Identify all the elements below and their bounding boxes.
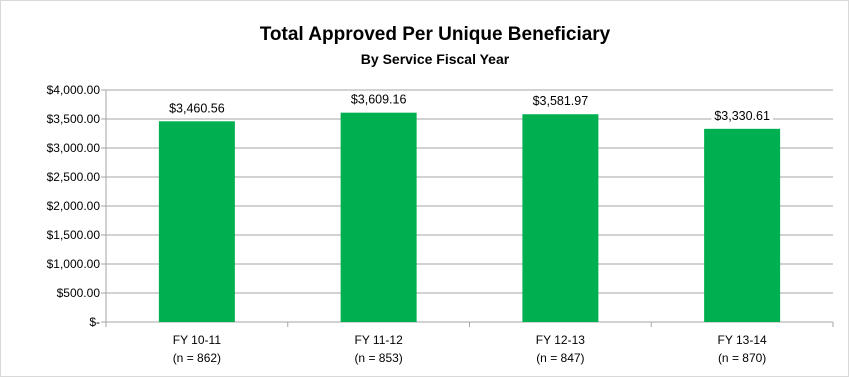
y-tick-label: $-: [89, 315, 100, 329]
y-tick-label: $1,000.00: [47, 257, 101, 271]
bar: [522, 114, 599, 322]
y-tick-label: $1,500.00: [47, 228, 101, 242]
data-label-background: [529, 93, 592, 110]
data-label: $3,609.16: [351, 93, 407, 107]
x-tick-label: FY 13-14: [718, 333, 767, 347]
x-tick-label: FY 12-13: [536, 333, 585, 347]
bar: [704, 128, 781, 322]
data-label: $3,460.56: [169, 101, 225, 115]
x-tick-label: FY 11-12: [354, 333, 403, 347]
y-tick-label: $2,000.00: [47, 199, 101, 213]
bar: [340, 112, 417, 322]
data-label-background: [347, 91, 410, 108]
plot-area: $- $500.00 $1,000.00 $1,500.00 $2,000.00 $2,5…: [47, 83, 834, 365]
x-tick-sublabel: (n = 862): [173, 351, 221, 365]
y-tick-label: $500.00: [57, 286, 101, 300]
x-tick-label: FY 10-11: [173, 333, 222, 347]
data-label-background: [711, 107, 773, 124]
data-label: $3,330.61: [714, 109, 770, 123]
y-tick-label: $2,500.00: [47, 170, 101, 184]
data-label: $3,581.97: [533, 94, 589, 108]
y-tick-label: $3,500.00: [47, 112, 101, 126]
x-tick-sublabel: (n = 847): [536, 351, 584, 365]
y-tick-label: $3,000.00: [47, 141, 101, 155]
data-label-background: [166, 100, 228, 117]
x-tick-sublabel: (n = 853): [354, 351, 402, 365]
bar: [158, 121, 235, 322]
chart-subtitle: By Service Fiscal Year: [361, 51, 510, 67]
chart-title: Total Approved Per Unique Beneficiary: [260, 24, 611, 45]
y-tick-label: $4,000.00: [47, 83, 101, 97]
x-tick-sublabel: (n = 870): [718, 351, 766, 365]
